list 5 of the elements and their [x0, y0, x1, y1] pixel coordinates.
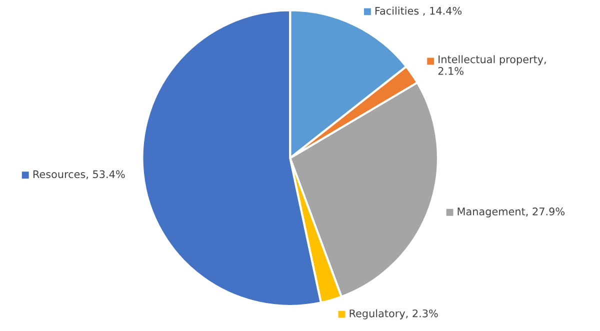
- legend-label: Intellectual property, 2.1%: [438, 55, 546, 75]
- legend-label: Regulatory, 2.3%: [350, 309, 438, 320]
- legend-label: Facilities , 14.4%: [375, 6, 462, 16]
- legend-label: Management, 27.9%: [458, 208, 565, 218]
- legend-label: Resources, 53.4%: [33, 170, 125, 180]
